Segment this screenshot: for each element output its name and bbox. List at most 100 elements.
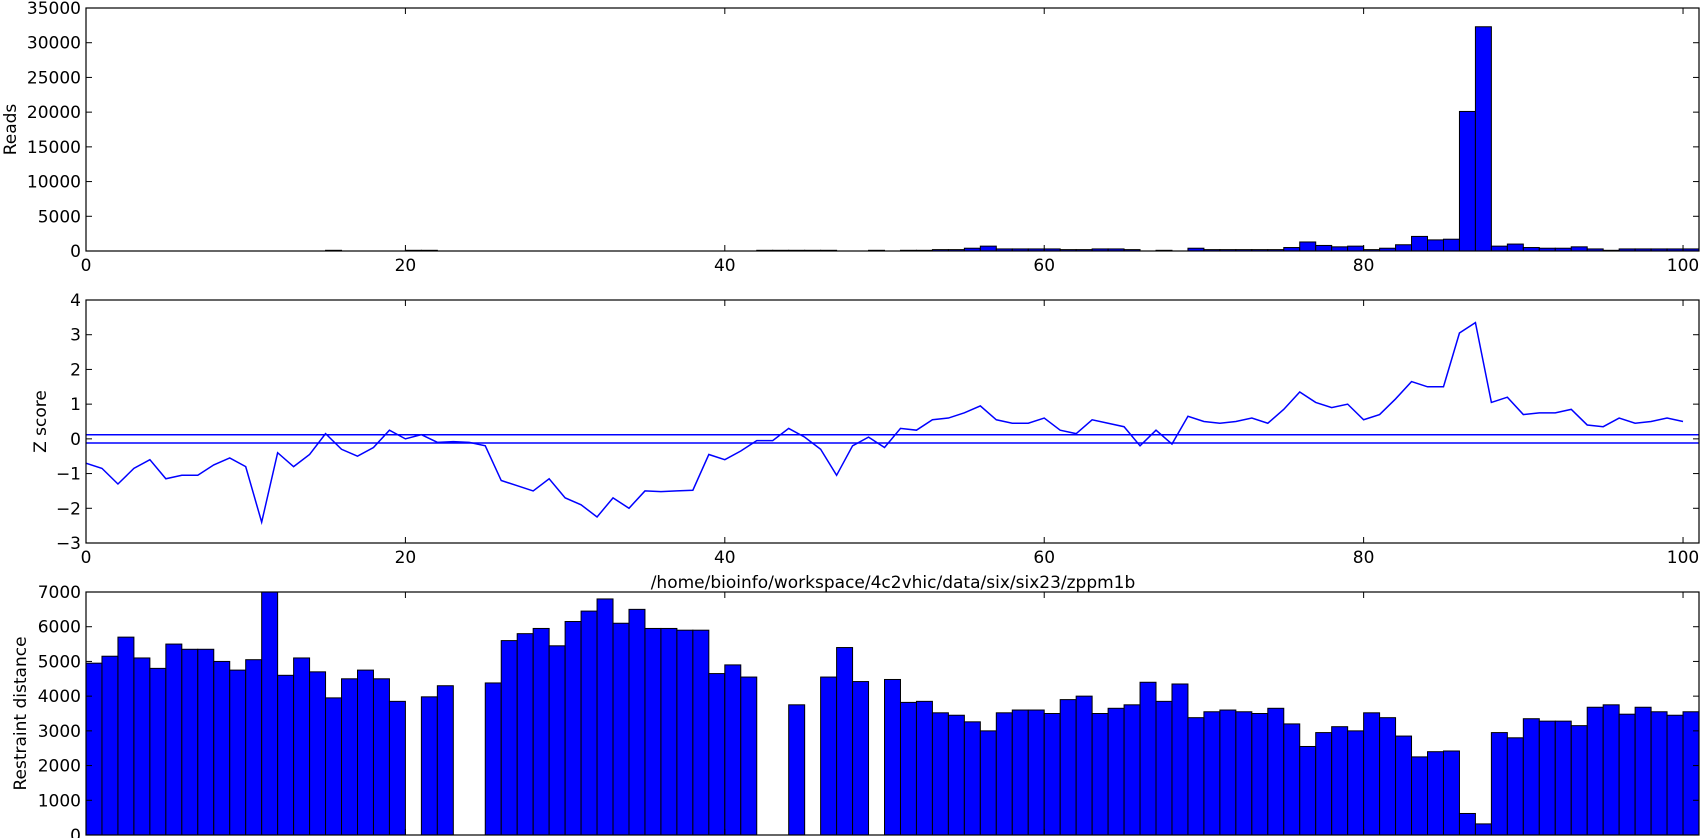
reads-ytick-label: 30000 (27, 34, 81, 54)
reads-ylabel: Reads (1, 104, 21, 156)
restraint-bar (436, 685, 454, 835)
restraint-bar (692, 629, 710, 835)
restraint-bar (1299, 745, 1317, 835)
restraint-bar (1379, 717, 1397, 835)
restraint-bar (628, 608, 646, 835)
restraint-bar (372, 678, 390, 835)
restraint-bar (1506, 737, 1524, 835)
zscore-ylabel: Z score (31, 390, 51, 453)
restraint-bar (979, 730, 997, 835)
restraint-bar (1666, 714, 1684, 835)
reads-panel: 0 20 40 60 80 100 0 5000 10000 15000 20000 25000 300… (1, 0, 1700, 276)
restraint-bar (1027, 709, 1045, 835)
reads-bar (979, 245, 997, 251)
figure-caption: /home/bioinfo/workspace/4c2vhic/data/six… (651, 573, 1136, 593)
restraint-bar (341, 678, 358, 835)
reads-plot-area (325, 26, 1699, 251)
zscore-xtick-label: 0 (81, 548, 92, 568)
zscore-xtick-label: 80 (1353, 548, 1375, 568)
zscore-ytick-label: −3 (56, 534, 81, 554)
reads-bar (1331, 246, 1349, 251)
restraint-bar (931, 712, 949, 835)
restraint-ytick-label: 5000 (38, 652, 81, 672)
restraint-distance-panel: 0204060801000100020003000400050006000700… (11, 583, 1700, 838)
zscore-ytick-label: 0 (70, 430, 81, 450)
restraint-bar (788, 704, 806, 835)
restraint-bar (1650, 711, 1668, 835)
zscore-xtick-label: 100 (1667, 548, 1699, 568)
restraint-bar (1059, 699, 1077, 835)
restraint-bar (1139, 681, 1157, 835)
reads-bar (1427, 239, 1444, 251)
restraint-bar (1490, 732, 1508, 835)
restraint-bar (548, 645, 566, 835)
restraint-bar (915, 700, 933, 835)
reads-xtick-label: 80 (1353, 256, 1375, 276)
reads-ytick-label: 0 (70, 242, 81, 262)
zscore-xtick-label: 20 (395, 548, 417, 568)
restraint-bar (1474, 823, 1492, 835)
restraint-bar (995, 712, 1013, 835)
restraint-bar (1235, 711, 1253, 835)
restraint-bar (1570, 725, 1588, 835)
restraint-bar (1554, 720, 1572, 835)
zscore-xtick-label: 40 (714, 548, 736, 568)
restraint-bar (1634, 706, 1652, 835)
restraint-bar (1538, 720, 1556, 835)
reads-xtick-label: 20 (395, 256, 417, 276)
restraint-bar (836, 647, 854, 835)
restraint-bar (420, 696, 438, 835)
restraint-bar (500, 640, 518, 835)
zscore-ytick-label: 1 (70, 395, 81, 415)
restraint-bar (1267, 707, 1285, 835)
restraint-bar (101, 655, 119, 835)
zscore-ytick-label: 2 (70, 360, 81, 380)
restraint-bar (133, 657, 151, 835)
restraint-bar (1107, 707, 1125, 835)
restraint-bar (229, 669, 247, 835)
reads-ytick-label: 25000 (27, 68, 81, 88)
restraint-bar (899, 701, 917, 835)
restraint-bar (516, 633, 534, 835)
restraint-ytick-label: 1000 (38, 791, 81, 811)
restraint-bar (1075, 695, 1093, 835)
zscore-plot-area (86, 321, 1699, 526)
restraint-bar (1203, 711, 1221, 835)
zscore-axes-frame (85, 299, 1700, 544)
restraint-bar (1682, 711, 1699, 835)
restraint-axes-frame (85, 591, 1700, 836)
restraint-ylabel: Restraint distance (11, 636, 31, 790)
restraint-bar (660, 627, 678, 835)
zscore-ytick-label: 4 (70, 291, 81, 311)
reads-bar (1458, 110, 1476, 251)
restraint-bar (1315, 732, 1333, 835)
restraint-bar (1331, 726, 1349, 835)
reads-bar (1123, 249, 1141, 251)
reads-xtick-label: 0 (81, 256, 92, 276)
reads-ytick-label: 10000 (27, 173, 81, 193)
restraint-bar (1283, 723, 1301, 835)
restraint-bar (963, 721, 981, 835)
reads-xtick-label: 100 (1667, 256, 1699, 276)
restraint-bar (1171, 683, 1189, 835)
restraint-bar (820, 676, 838, 835)
restraint-bar (1347, 730, 1365, 835)
reads-bar (1299, 241, 1317, 251)
restraint-bar (947, 714, 965, 835)
zscore-ytick-label: 3 (70, 326, 81, 346)
restraint-bar (309, 671, 327, 835)
reads-bar (1411, 235, 1429, 251)
zscore-ytick-label: −1 (56, 465, 81, 485)
reads-bar (1442, 238, 1460, 251)
restraint-bar (1363, 712, 1381, 835)
restraint-bar (1442, 750, 1460, 835)
restraint-bar (197, 648, 215, 835)
reads-bar (1395, 244, 1413, 251)
restraint-ytick-label: 4000 (38, 687, 81, 707)
restraint-bar (1602, 704, 1620, 835)
restraint-bar (644, 627, 662, 835)
restraint-bar (277, 674, 295, 835)
restraint-bar (86, 662, 103, 835)
restraint-bar (1011, 709, 1029, 835)
restraint-bar (1091, 713, 1109, 835)
